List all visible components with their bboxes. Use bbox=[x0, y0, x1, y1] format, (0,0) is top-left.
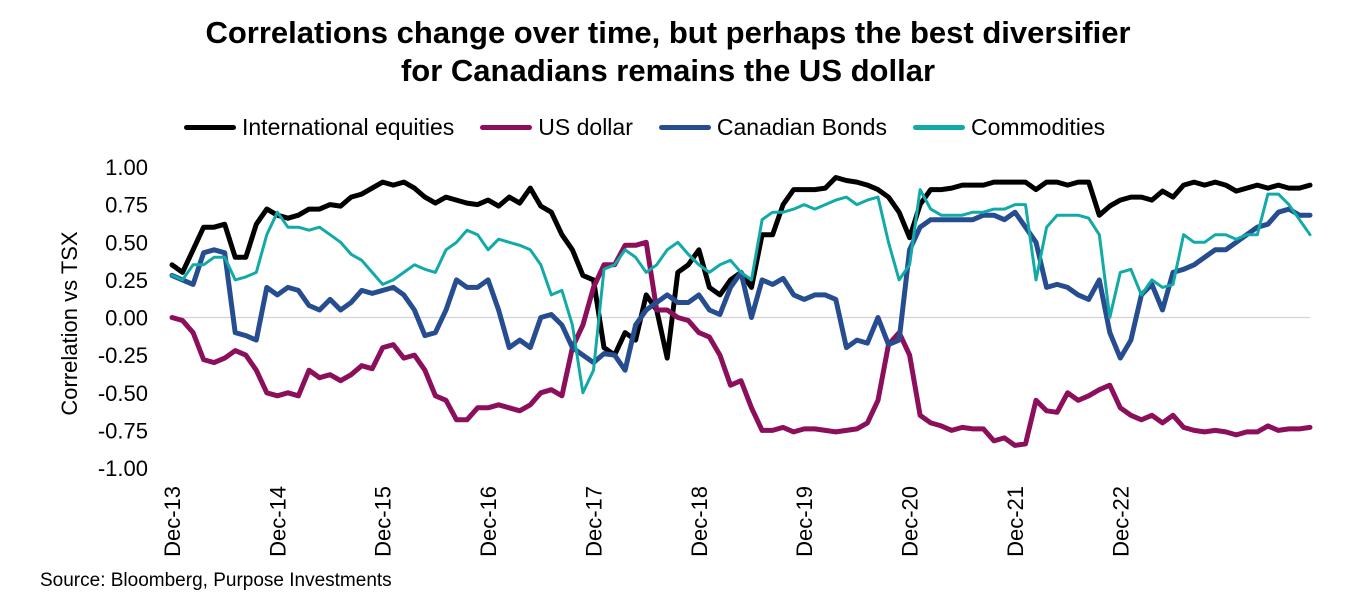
source-note: Source: Bloomberg, Purpose Investments bbox=[40, 570, 392, 591]
legend-label-commodities: Commodities bbox=[970, 113, 1106, 140]
legend-item-international-equities: International equities bbox=[184, 114, 454, 141]
y-tick-label: 0.50 bbox=[105, 230, 148, 255]
legend-label-international-equities: International equities bbox=[242, 113, 455, 140]
x-tick-label: Dec-14 bbox=[265, 486, 290, 557]
x-tick-label: Dec-16 bbox=[476, 486, 501, 557]
legend-swatch-commodities bbox=[912, 124, 965, 130]
x-tick-label: Dec-18 bbox=[687, 486, 712, 557]
chart-title: Correlations change over time, but perha… bbox=[0, 14, 1336, 90]
x-tick-label: Dec-19 bbox=[792, 486, 817, 557]
legend-swatch-canadian-bonds bbox=[658, 124, 711, 130]
legend-item-us-dollar: US dollar bbox=[480, 114, 633, 141]
legend-item-commodities: Commodities bbox=[912, 113, 1106, 141]
series-line-commodities bbox=[170, 188, 1312, 395]
legend-item-canadian-bonds: Canadian Bonds bbox=[658, 113, 887, 141]
y-axis-label: Correlation vs TSX bbox=[57, 231, 82, 416]
x-tick-label: Dec-20 bbox=[898, 486, 923, 557]
y-tick-label: -1.00 bbox=[98, 456, 148, 481]
legend-label-us-dollar: US dollar bbox=[538, 113, 633, 140]
legend-swatch-us-dollar bbox=[480, 124, 533, 130]
y-tick-label: -0.25 bbox=[98, 343, 148, 368]
y-tick-label: 0.00 bbox=[105, 306, 148, 331]
chart-legend: International equities US dollar Canadia… bbox=[184, 112, 1105, 142]
y-tick-label: 1.00 bbox=[105, 155, 148, 180]
x-tick-label: Dec-15 bbox=[371, 486, 396, 557]
legend-swatch-international-equities bbox=[184, 124, 236, 130]
chart-title-line-2: for Canadians remains the US dollar bbox=[400, 53, 936, 88]
y-tick-label: -0.75 bbox=[98, 418, 148, 443]
legend-label-canadian-bonds: Canadian Bonds bbox=[716, 113, 887, 140]
series-line-international-equities bbox=[169, 175, 1313, 361]
x-tick-label: Dec-21 bbox=[1003, 486, 1028, 557]
x-tick-label: Dec-22 bbox=[1108, 486, 1133, 557]
series-line-us-dollar bbox=[169, 239, 1313, 448]
x-tick-label: Dec-17 bbox=[581, 486, 606, 557]
chart-title-line-1: Correlations change over time, but perha… bbox=[205, 15, 1131, 50]
x-tick-label: Dec-13 bbox=[160, 486, 185, 557]
y-tick-label: 0.75 bbox=[105, 193, 148, 218]
y-tick-label: -0.50 bbox=[98, 381, 148, 406]
y-tick-label: 0.25 bbox=[105, 268, 148, 293]
